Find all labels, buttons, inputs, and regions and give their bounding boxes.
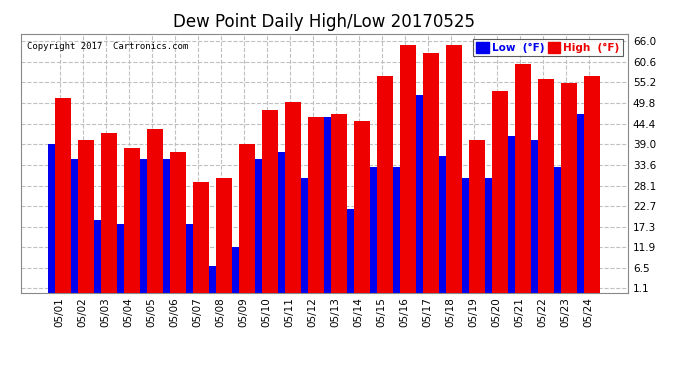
Legend: Low  (°F), High  (°F): Low (°F), High (°F) [473,39,622,56]
Text: Copyright 2017  Cartronics.com: Copyright 2017 Cartronics.com [27,42,188,51]
Bar [400,45,416,292]
Bar [324,117,340,292]
Bar [416,94,433,292]
Bar [308,117,324,292]
Bar [239,144,255,292]
Bar [209,266,226,292]
Bar [469,140,485,292]
Bar [302,178,317,292]
Bar [393,167,409,292]
Bar [578,114,593,292]
Bar [233,247,248,292]
Bar [164,159,179,292]
Bar [78,140,95,292]
Bar [255,159,271,292]
Bar [216,178,233,292]
Bar [371,167,386,292]
Bar [561,83,578,292]
Bar [354,121,371,292]
Bar [515,64,531,292]
Bar [492,91,509,292]
Bar [186,224,202,292]
Bar [531,140,547,292]
Bar [140,159,157,292]
Bar [377,76,393,292]
Bar [347,209,364,292]
Bar [170,152,186,292]
Bar [440,156,455,292]
Bar [446,45,462,292]
Bar [95,220,110,292]
Bar [124,148,140,292]
Bar [193,182,209,292]
Bar [71,159,88,292]
Bar [147,129,164,292]
Bar [423,53,440,292]
Bar [485,178,502,292]
Bar [262,110,278,292]
Bar [584,76,600,292]
Bar [462,178,478,292]
Bar [554,167,571,292]
Bar [278,152,295,292]
Bar [48,144,64,292]
Bar [117,224,133,292]
Bar [285,102,302,292]
Bar [538,80,554,292]
Bar [331,114,347,292]
Bar [55,99,71,292]
Title: Dew Point Daily High/Low 20170525: Dew Point Daily High/Low 20170525 [173,13,475,31]
Bar [509,136,524,292]
Bar [101,133,117,292]
